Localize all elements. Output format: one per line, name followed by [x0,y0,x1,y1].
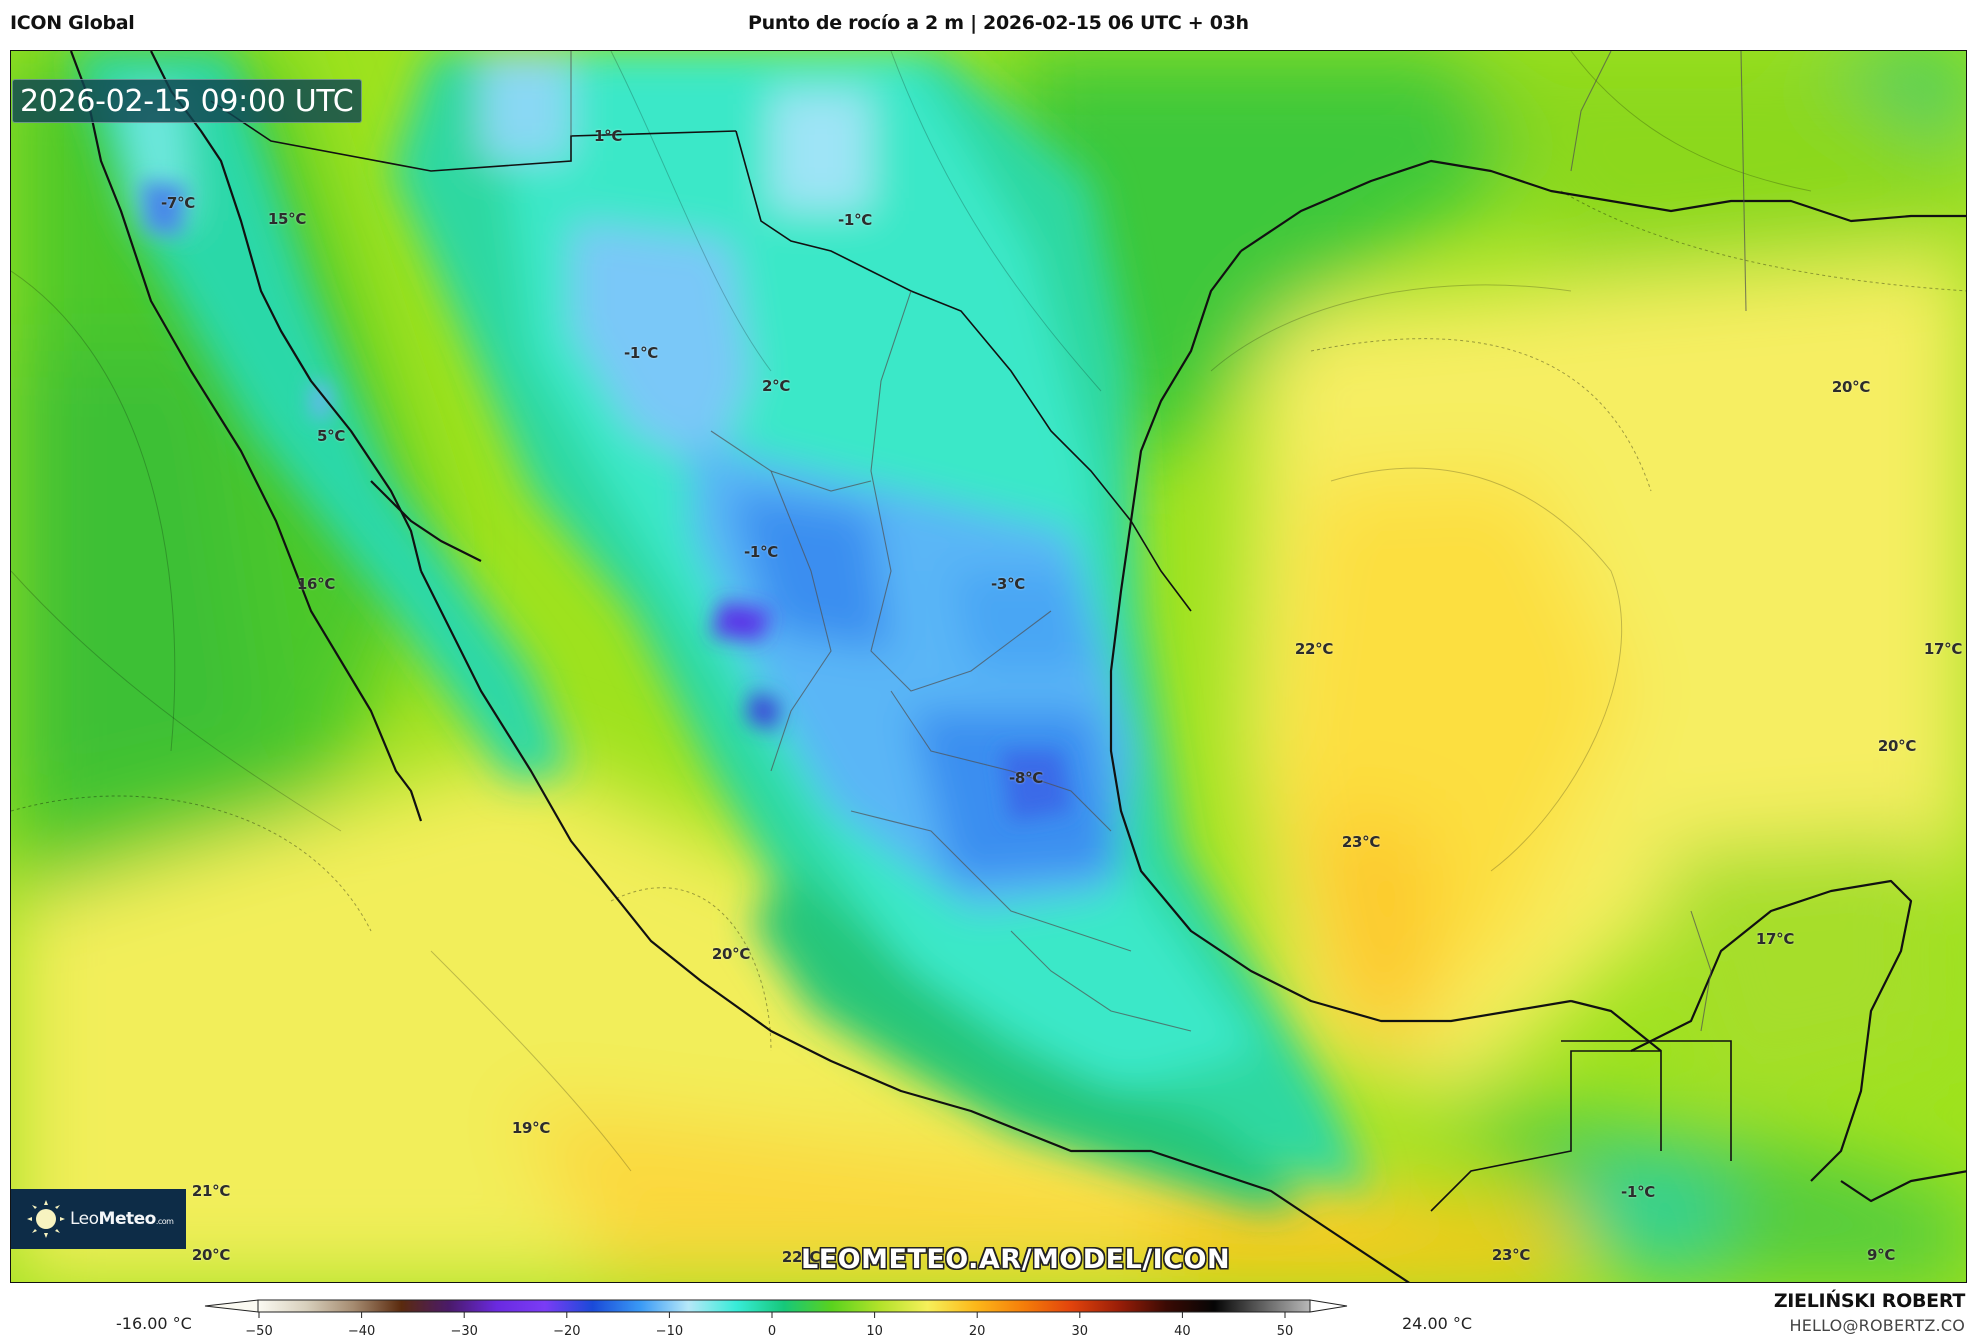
temperature-label: -1°C [838,211,872,229]
temperature-label: -1°C [744,543,778,561]
temperature-label: 20°C [1831,378,1871,396]
temperature-label: -7°C [161,194,195,212]
temperature-label: 21°C [191,1182,231,1200]
logo-text-bold: Meteo [98,1209,157,1229]
logo-text-light: Leo [70,1209,99,1229]
temperature-label: 1°C [593,127,623,145]
temperature-label: 9°C [1866,1246,1896,1264]
colorbar-tick-label: −30 [450,1324,478,1339]
temperature-label: -8°C [1009,769,1043,787]
colorbar-tick-label: 10 [866,1324,883,1339]
colorbar-tick-label: −10 [655,1324,684,1339]
colorbar-tick-label: 0 [767,1324,777,1339]
leometeo-logo[interactable]: LeoMeteo.com [11,1189,186,1249]
temperature-label: -1°C [624,344,658,362]
temperature-label: 23°C [1491,1246,1531,1264]
colorbar-max-label: 24.00 °C [1402,1314,1473,1333]
colorbar-tick-label: 40 [1174,1324,1191,1339]
sun-icon [27,1200,65,1238]
colorbar-tick-label: 50 [1276,1324,1294,1339]
map-title: Punto de rocío a 2 m | 2026-02-15 06 UTC… [748,12,1249,34]
author-email[interactable]: HELLO@ROBERTZ.CO [1789,1316,1965,1335]
source-watermark: LEOMETEO.AR/MODEL/ICON [801,1244,1231,1275]
temperature-label: 5°C [316,427,346,445]
logo-text-domain: .com [155,1217,174,1226]
temperature-label: 16°C [296,575,336,593]
temperature-label: 22°C [781,1248,821,1266]
colorbar-tick-label: −50 [245,1324,273,1339]
colorbar-tick-label: −20 [553,1324,581,1339]
author-name: ZIELIŃSKI ROBERT [1773,1290,1965,1312]
temperature-label: 17°C [1755,930,1795,948]
valid-time-badge: 2026-02-15 09:00 UTC [12,79,363,123]
temperature-label: -1°C [1621,1183,1655,1201]
temperature-label: 20°C [711,945,751,963]
temperature-label: 20°C [191,1246,231,1264]
temperature-label: 19°C [511,1119,551,1137]
temperature-label: 15°C [267,210,307,228]
colorbar-min-label: -16.00 °C [116,1314,192,1333]
colorbar-tick-label: 20 [968,1324,986,1339]
temperature-label: 2°C [761,377,791,395]
temperature-label: 22°C [1294,640,1334,658]
dewpoint-map[interactable]: 2026-02-15 09:00 UTC 1°C -7°C 15°C -1°C -1°C… [10,50,1967,1283]
colorbar-tick-label: 30 [1071,1324,1089,1339]
logo-text: LeoMeteo.com [70,1209,174,1229]
colorbar-tick-label: −40 [347,1324,376,1339]
dewpoint-field [11,51,1966,1282]
temperature-label: 23°C [1341,833,1381,851]
temperature-label: 17°C [1923,640,1963,658]
temperature-label: -3°C [991,575,1025,593]
temperature-label: 20°C [1877,737,1917,755]
model-name: ICON Global [10,12,135,34]
